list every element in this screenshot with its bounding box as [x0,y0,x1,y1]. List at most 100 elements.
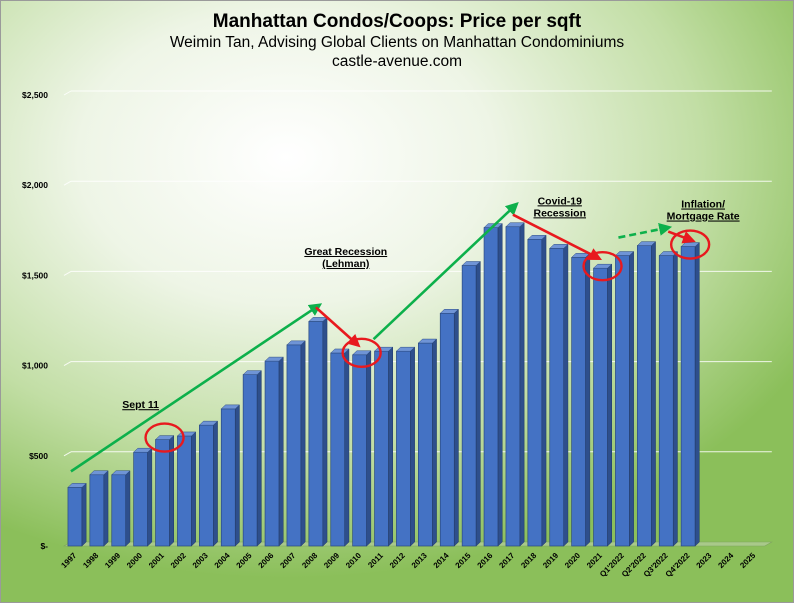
annotation-label: Recession [533,207,586,219]
bar-side [278,356,284,547]
x-tick-label: 2012 [388,551,407,570]
bar [199,424,214,547]
uptrend-arrow-2 [372,202,519,341]
bar [483,227,499,547]
bar-side [497,223,503,547]
bar-top [198,420,219,426]
bar-top [505,222,525,227]
bar-side [344,348,350,547]
annotation-label: Inflation/ [681,199,725,211]
bar-top [680,242,700,247]
bar [418,342,433,547]
x-tick-label: 2006 [257,551,276,570]
y-tick-label: $- [40,541,48,551]
bar [330,352,346,547]
highlight-circle-inflation [669,229,711,260]
bar-side [191,431,196,547]
chart-website: castle-avenue.com [331,53,463,70]
bar-top [264,356,284,362]
trend-overlay [70,202,711,473]
uptrend-arrow-1 [70,303,323,473]
bar [177,435,192,547]
bar-side [388,346,393,547]
bar [308,321,324,547]
bar-side [541,234,547,547]
annotations: Sept 11 Great Recession(Lehman) Covid-19Re… [122,195,740,411]
highlight-circle-covid [582,250,623,282]
bar-top [461,261,481,266]
x-tick-label: 2013 [410,551,429,570]
highlight-circle-lehman [341,337,382,368]
bar-side [125,470,131,547]
chart-subtitle: Weimin Tan, Advising Global Clients on M… [169,34,625,51]
x-tick-label: 2008 [300,551,319,570]
x-tick-label: 1998 [81,551,100,570]
bar-top [220,404,241,410]
bar-top [592,263,613,269]
bar-top [527,235,547,240]
bar-side [322,316,328,547]
bar-top [154,435,175,440]
chart-title: Manhattan Condos/Coops: Price per sqft [212,11,582,32]
x-tick-label: 1997 [59,551,78,570]
y-tick-label: $1,000 [22,361,48,371]
bar-side [651,241,656,547]
bar-side [147,447,153,547]
bar [264,360,280,547]
bar-side [585,252,591,547]
bar-side [235,404,240,547]
x-tick-label: 2000 [125,551,144,570]
decline-arrow-1 [314,306,361,348]
bar-top [658,251,679,256]
chart-header: Manhattan Condos/Coops: Price per sqft W… [1,11,793,71]
x-tick-label: 2021 [585,551,604,570]
bar-side [81,482,87,547]
bar-top [242,370,262,375]
y-axis: $- $500 $1,000 $1,500 $2,000 $2,500 [22,90,48,551]
bars [67,222,700,547]
bar [111,474,127,547]
x-tick-label: 2005 [235,551,254,570]
x-tick-label: Q4'2022 [664,551,692,579]
gridline-side [63,180,72,186]
x-tick-label: 2016 [476,551,495,570]
bar-side [475,260,481,547]
bar-top [67,483,87,488]
bar-side [519,222,525,547]
x-tick-label: 1999 [103,551,122,570]
bar [527,238,543,547]
gridline-side [63,451,72,457]
x-axis: 1997 1998 1999 2000 2001 2002 2003 2004 2005 2006… [59,551,757,579]
bar [220,408,236,547]
x-tick-label: 2007 [278,551,297,570]
x-tick-label: 2004 [213,551,232,570]
bar [133,451,148,547]
bar-side [103,470,109,547]
bar [636,245,652,547]
x-tick-label: 2024 [716,551,735,570]
bar [89,474,105,547]
bar [571,257,587,547]
bar-side [256,370,262,547]
bar-side [673,250,678,547]
bar [593,267,608,547]
bar-side [213,420,218,547]
bar-side [454,308,459,547]
uptrend-arrow-3 [618,222,673,239]
bar-top [330,348,350,354]
bar [286,344,302,547]
bar-side [432,338,437,547]
bar-side [410,346,415,547]
bar-side [694,241,700,547]
x-tick-label: 2011 [366,551,385,570]
bar-top [417,338,438,344]
bar [242,374,258,547]
bar-side [607,263,612,547]
y-tick-label: $1,500 [22,270,48,280]
x-tick-label: 2003 [191,551,210,570]
bar [155,439,170,547]
y-tick-label: $500 [29,451,48,461]
gridline-side [63,90,72,96]
decline-arrow-3 [667,230,696,244]
